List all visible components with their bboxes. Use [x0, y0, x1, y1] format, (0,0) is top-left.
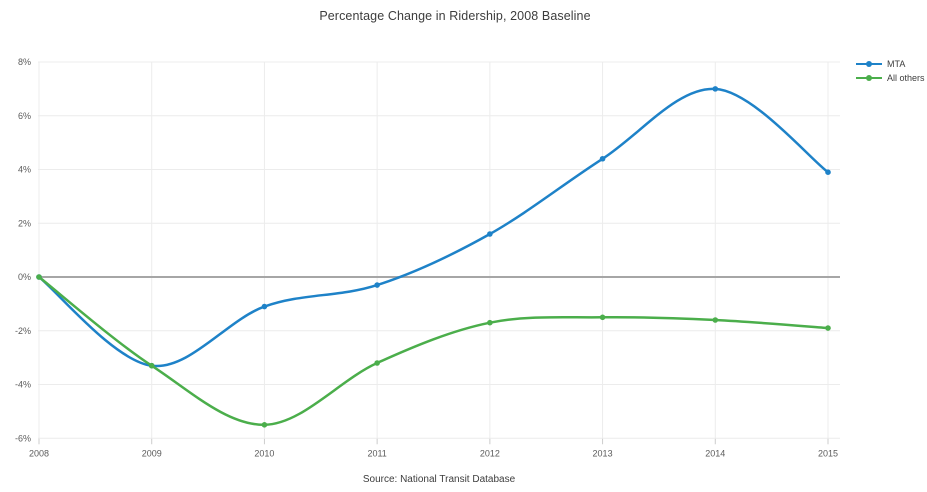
line-marker-icon — [856, 74, 882, 83]
legend: MTA All others — [856, 59, 925, 87]
x-tick-label: 2011 — [367, 448, 386, 458]
y-tick-label: 2% — [18, 218, 31, 228]
data-point-marker — [712, 317, 719, 323]
legend-item-mta[interactable]: MTA — [856, 59, 925, 69]
x-tick-label: 2015 — [818, 448, 838, 458]
series-line-mta — [37, 87, 830, 368]
data-point-marker — [148, 362, 155, 369]
y-tick-label: 0% — [18, 272, 31, 282]
y-tick-label: -6% — [15, 433, 31, 443]
data-point-marker — [36, 274, 42, 280]
data-point-marker — [599, 314, 606, 321]
y-tick-label: -2% — [15, 326, 31, 336]
y-tick-label: 8% — [18, 57, 31, 67]
legend-label-all-others: All others — [887, 73, 925, 83]
y-tick-label: 6% — [18, 111, 31, 121]
y-tick-label: 4% — [18, 165, 31, 175]
legend-dot — [866, 75, 872, 81]
data-point-marker — [374, 360, 380, 366]
legend-item-all-others[interactable]: All others — [856, 73, 925, 83]
x-tick-label: 2009 — [142, 448, 162, 458]
x-tick-label: 2012 — [480, 448, 500, 458]
data-point-marker — [599, 155, 606, 162]
data-point-marker — [261, 422, 268, 428]
data-point-marker — [825, 325, 831, 331]
legend-label-mta: MTA — [887, 59, 906, 69]
data-point-marker — [261, 303, 268, 310]
chart-title: Percentage Change in Ridership, 2008 Bas… — [319, 9, 591, 23]
x-tick-label: 2013 — [593, 448, 613, 458]
x-tick-label: 2010 — [254, 448, 274, 458]
series-line-all-others — [37, 275, 830, 427]
y-tick-label: -4% — [15, 380, 31, 390]
source-annotation: Source: National Transit Database — [362, 474, 516, 485]
data-point-marker — [487, 231, 493, 237]
x-tick-label: 2014 — [705, 448, 725, 458]
data-point-marker — [374, 282, 380, 288]
data-point-marker — [712, 86, 719, 92]
data-point-marker — [487, 319, 493, 326]
legend-dot — [866, 61, 872, 67]
line-marker-icon — [856, 60, 882, 69]
data-point-marker — [825, 169, 831, 175]
x-tick-label: 2008 — [29, 448, 49, 458]
